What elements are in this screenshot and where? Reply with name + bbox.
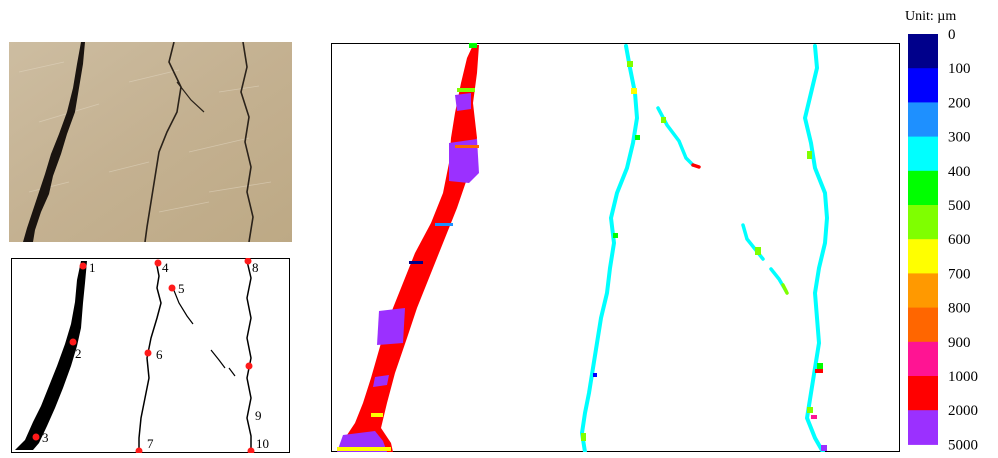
right-crack <box>802 44 830 452</box>
marker-5 <box>168 284 176 292</box>
legend-swatches <box>908 34 938 445</box>
marker-8 <box>244 258 252 265</box>
trace-crack-segment <box>210 349 236 377</box>
legend-value-10: 1000 <box>948 369 978 385</box>
legend-swatch-10 <box>908 376 938 411</box>
legend-swatch-7 <box>908 273 938 309</box>
legend-value-3: 300 <box>948 130 971 146</box>
main-crack-purple-patches <box>337 93 479 452</box>
trace-crack-3 <box>246 260 252 450</box>
legend: Unit: µm 0 100 200 300 400 500 600 700 800 900 100… <box>905 9 978 453</box>
legend-value-0: 0 <box>948 27 956 43</box>
marker-10 <box>247 447 255 453</box>
point-label-1: 1 <box>89 260 96 275</box>
trace-markers <box>32 258 255 453</box>
point-label-3: 3 <box>42 430 49 445</box>
main-crack-color-bands <box>337 43 479 451</box>
marker-6 <box>144 349 152 357</box>
legend-value-7: 700 <box>948 266 971 282</box>
crack-width-map <box>331 43 900 452</box>
marker-4 <box>154 259 162 267</box>
point-label-8: 8 <box>252 260 259 275</box>
crack-3 <box>240 42 254 242</box>
crack-2 <box>144 42 182 242</box>
branch-crack-end <box>691 163 701 169</box>
legend-value-8: 800 <box>948 301 971 317</box>
branch-crack-accent <box>661 117 666 123</box>
legend-swatch-11 <box>908 410 938 445</box>
legend-swatch-2 <box>908 102 938 138</box>
legend-value-9: 900 <box>948 335 971 351</box>
point-label-6: 6 <box>156 347 163 362</box>
point-label-7: 7 <box>147 436 154 451</box>
point-label-5: 5 <box>178 281 185 296</box>
legend-swatch-6 <box>908 239 938 274</box>
middle-crack-accents <box>581 61 640 441</box>
legend-value-12: 5000 <box>948 437 978 453</box>
marker-9 <box>245 362 253 370</box>
legend-swatch-3 <box>908 136 938 172</box>
legend-swatch-4 <box>908 170 938 206</box>
main-crack <box>23 42 85 242</box>
legend-value-2: 200 <box>948 95 971 111</box>
legend-value-5: 500 <box>948 198 971 214</box>
legend-swatch-1 <box>908 68 938 103</box>
marker-7 <box>135 447 143 453</box>
marker-1 <box>79 262 87 270</box>
map-frame <box>331 43 900 452</box>
trace-frame <box>11 258 290 453</box>
marker-3 <box>32 433 40 441</box>
legend-value-11: 2000 <box>948 403 978 419</box>
point-label-10: 10 <box>256 436 269 451</box>
crack-branch <box>176 81 205 113</box>
legend-labels: 0 100 200 300 400 500 600 700 800 900 1000 2000 5000 <box>948 27 978 453</box>
crack-trace-diagram: 1 2 3 4 5 6 7 8 9 10 <box>11 258 290 453</box>
trace-crack-2 <box>138 260 162 450</box>
segment-crack-2-end <box>781 283 789 295</box>
right-crack-accents <box>807 151 827 451</box>
main-crack-region <box>337 45 479 452</box>
legend-value-1: 100 <box>948 61 971 77</box>
middle-crack <box>579 44 640 452</box>
point-label-4: 4 <box>162 260 169 275</box>
trace-crack-branch <box>172 287 194 325</box>
legend-value-6: 600 <box>948 232 971 248</box>
crack-photo <box>9 42 292 242</box>
legend-value-4: 400 <box>948 164 971 180</box>
marker-2 <box>69 338 77 346</box>
legend-swatch-9 <box>908 341 938 377</box>
legend-swatch-8 <box>908 307 938 343</box>
legend-swatch-0 <box>908 34 938 69</box>
segment-crack-1-accent <box>755 247 761 255</box>
photo-background <box>9 42 292 242</box>
point-label-9: 9 <box>255 408 262 423</box>
unit-label: Unit: µm <box>905 9 956 24</box>
legend-swatch-5 <box>908 205 938 240</box>
point-label-2: 2 <box>75 346 82 361</box>
trace-main-crack <box>15 261 87 450</box>
